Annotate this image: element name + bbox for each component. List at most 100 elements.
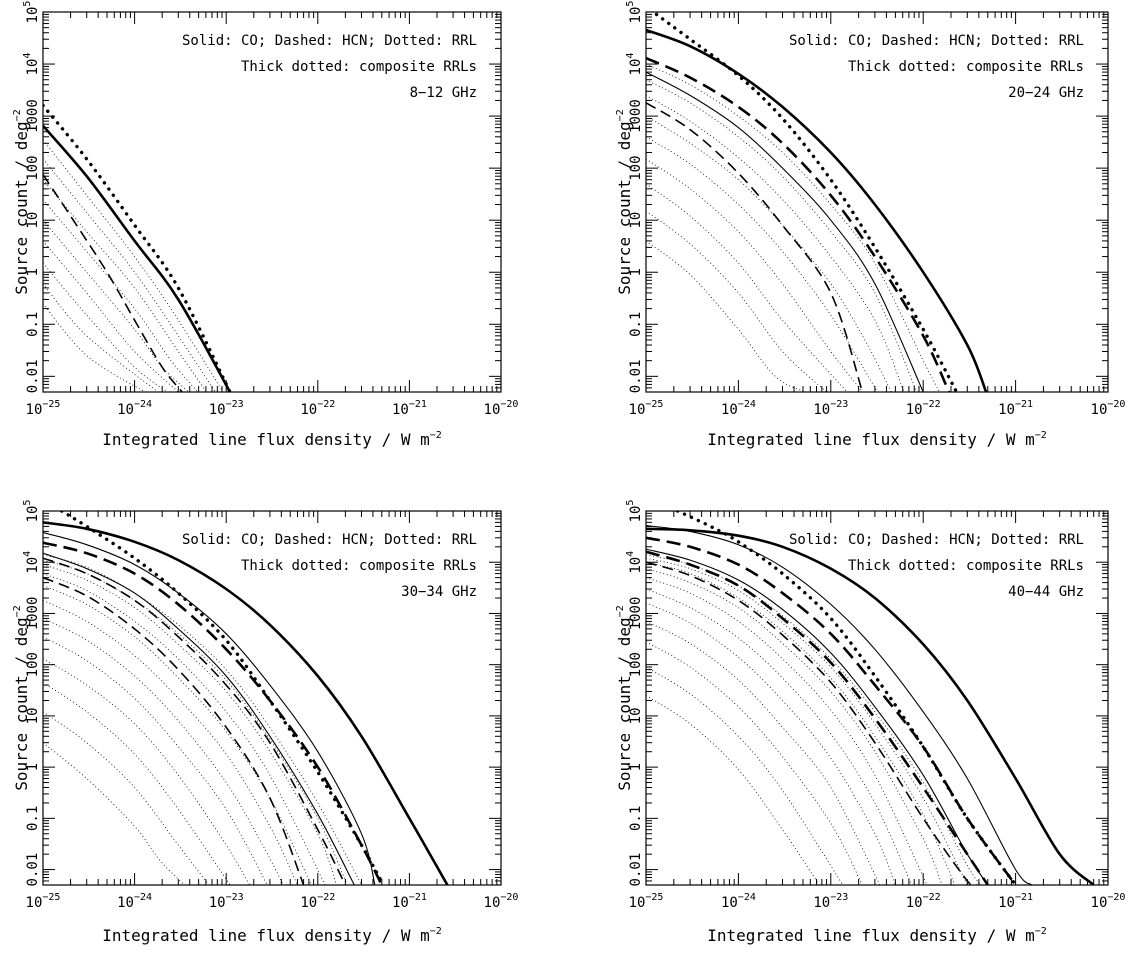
series-line-dashed-7 xyxy=(43,576,305,885)
y-axis-label-base: Source count / deg xyxy=(615,617,634,790)
y-tick-label-base: 0.01 xyxy=(628,359,644,393)
x-tick-label-base: 10 xyxy=(300,402,317,418)
x-axis-label: Integrated line flux density / W m−2 xyxy=(707,430,1047,449)
x-tick-label: 10−22 xyxy=(906,399,941,418)
y-tick-label-exponent: 4 xyxy=(625,551,636,557)
series-line-thin-dotted-9 xyxy=(646,557,968,885)
panel-3: 10−25 10−24 10−23 10−22 10−21 10−200.010.1110… xyxy=(12,500,518,945)
y-tick-label-base: 10 xyxy=(25,707,41,724)
series-line-thin-dotted-11 xyxy=(646,568,943,885)
y-tick-label-base: 0.1 xyxy=(25,312,41,337)
series-line-thin-dotted-18 xyxy=(646,695,820,885)
y-tick-label-exponent: 4 xyxy=(22,53,33,59)
y-axis-label: Source count / deg−2 xyxy=(615,605,634,790)
series-line-thin-solid-3 xyxy=(646,524,1033,885)
y-tick-label: 1000 xyxy=(628,99,644,133)
y-tick-label: 100 xyxy=(628,652,644,677)
x-tick-label-base: 10 xyxy=(392,402,409,418)
y-tick-label: 10 xyxy=(628,212,644,229)
series-line-thin-solid-5 xyxy=(43,552,355,885)
series-line-thin-solid-4 xyxy=(43,531,376,885)
y-tick-label-base: 10 xyxy=(628,506,644,523)
x-tick-label-base: 10 xyxy=(998,402,1015,418)
x-tick-label-exponent: −23 xyxy=(830,399,848,410)
y-tick-label-base: 1 xyxy=(628,268,644,276)
x-tick-label-exponent: −20 xyxy=(1107,892,1125,903)
x-tick-label: 10−22 xyxy=(906,892,941,911)
legend-line-3: 20−24 GHz xyxy=(1008,85,1084,101)
y-tick-label: 0.1 xyxy=(25,312,41,337)
y-axis-label: Source count / deg−2 xyxy=(12,605,31,790)
x-tick-label-base: 10 xyxy=(117,402,134,418)
x-tick-label: 10−21 xyxy=(998,399,1033,418)
series-line-thick-dotted-1 xyxy=(43,103,232,392)
series-line-thin-dotted-6 xyxy=(43,179,207,392)
series-line-thick-solid-2 xyxy=(646,28,988,392)
y-tick-label-base: 1 xyxy=(25,268,41,276)
series-line-thick-dashed-3 xyxy=(43,541,383,885)
y-tick-label: 10 xyxy=(628,707,644,724)
series-line-thin-dotted-19 xyxy=(43,742,185,885)
y-tick-label-base: 10 xyxy=(25,7,41,24)
y-tick-label: 1 xyxy=(25,268,41,276)
y-tick-label: 100 xyxy=(25,155,41,180)
x-tick-label-exponent: −25 xyxy=(42,399,60,410)
y-tick-label-base: 0.1 xyxy=(628,312,644,337)
y-tick-label: 104 xyxy=(22,551,41,574)
y-tick-label: 0.1 xyxy=(25,806,41,831)
x-tick-label-exponent: −20 xyxy=(500,892,518,903)
series-line-thin-solid-4 xyxy=(646,71,924,392)
y-tick-label-exponent: 5 xyxy=(625,1,636,7)
x-tick-label-base: 10 xyxy=(209,402,226,418)
y-tick-label: 1 xyxy=(628,763,644,771)
y-tick-label: 0.01 xyxy=(628,853,644,887)
x-tick-label-exponent: −25 xyxy=(42,892,60,903)
x-tick-label-exponent: −22 xyxy=(317,399,335,410)
x-tick-label-exponent: −24 xyxy=(134,892,152,903)
series-line-thin-dotted-16 xyxy=(43,658,250,885)
y-tick-label: 104 xyxy=(625,551,644,574)
y-axis-label-exponent: −2 xyxy=(615,605,626,617)
series-line-dashed-3 xyxy=(43,174,183,392)
y-tick-label: 104 xyxy=(625,53,644,76)
x-tick-label-base: 10 xyxy=(998,895,1015,911)
series-group xyxy=(43,511,449,885)
x-axis-label-base: Integrated line flux density / W m xyxy=(102,430,430,449)
series-group xyxy=(646,12,988,392)
x-tick-label-exponent: −25 xyxy=(645,399,663,410)
legend-line-2: Thick dotted: composite RRLs xyxy=(241,59,477,75)
x-tick-label-exponent: −24 xyxy=(738,399,756,410)
series-line-thin-dotted-13 xyxy=(646,210,827,392)
x-tick-label-base: 10 xyxy=(629,402,646,418)
series-line-dashed-5 xyxy=(646,102,864,392)
y-tick-label: 1000 xyxy=(25,597,41,631)
x-tick-label-exponent: −22 xyxy=(923,399,941,410)
series-group xyxy=(646,511,1095,885)
y-tick-label: 105 xyxy=(625,500,644,523)
x-tick-label: 10−24 xyxy=(117,892,152,911)
y-tick-label-base: 10 xyxy=(628,7,644,24)
y-tick-label-base: 1000 xyxy=(25,597,41,631)
x-axis-label-exponent: −2 xyxy=(430,430,442,441)
x-tick-label-base: 10 xyxy=(1091,402,1108,418)
y-tick-label-base: 1 xyxy=(25,763,41,771)
panel-2: 10−25 10−24 10−23 10−22 10−21 10−200.010.1110… xyxy=(615,1,1125,449)
series-line-thin-dotted-6 xyxy=(646,63,940,392)
x-tick-label: 10−25 xyxy=(26,892,61,911)
series-line-thin-dotted-12 xyxy=(646,577,928,885)
series-line-thin-dotted-7 xyxy=(646,79,918,392)
x-tick-label: 10−21 xyxy=(392,399,427,418)
x-tick-label-exponent: −21 xyxy=(409,892,427,903)
x-tick-label-base: 10 xyxy=(392,895,409,911)
y-axis-label-base: Source count / deg xyxy=(12,617,31,790)
y-tick-label-base: 10 xyxy=(25,557,41,574)
x-tick-label-exponent: −22 xyxy=(923,892,941,903)
x-tick-label: 10−23 xyxy=(813,399,848,418)
series-line-thin-solid-4 xyxy=(646,548,989,885)
series-line-thick-dotted-1 xyxy=(654,12,959,392)
x-axis-label-base: Integrated line flux density / W m xyxy=(707,926,1035,945)
y-tick-label: 10 xyxy=(25,707,41,724)
x-tick-label: 10−23 xyxy=(813,892,848,911)
series-line-thin-dotted-17 xyxy=(43,682,231,885)
